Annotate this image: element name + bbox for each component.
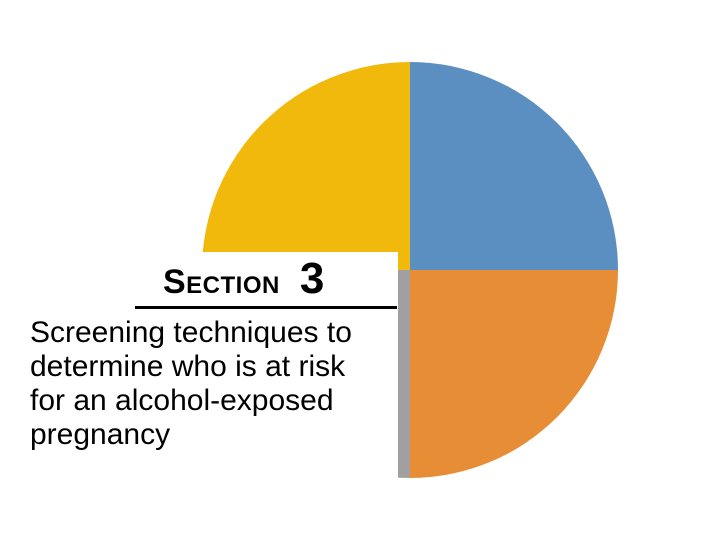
subtitle-line: pregnancy xyxy=(30,418,352,452)
quadrant-top-left xyxy=(202,62,410,270)
title-divider xyxy=(135,306,397,309)
section-title: Section 3 xyxy=(163,254,325,304)
subtitle-line: determine who is at risk xyxy=(30,350,352,384)
subtitle: Screening techniques todetermine who is … xyxy=(30,316,352,452)
subtitle-line: Screening techniques to xyxy=(30,316,352,350)
quadrant-bottom-right xyxy=(410,270,618,478)
subtitle-line: for an alcohol-exposed xyxy=(30,384,352,418)
section-number: 3 xyxy=(300,254,325,303)
quadrant-top-right xyxy=(410,62,618,270)
section-label: Section xyxy=(163,263,280,301)
